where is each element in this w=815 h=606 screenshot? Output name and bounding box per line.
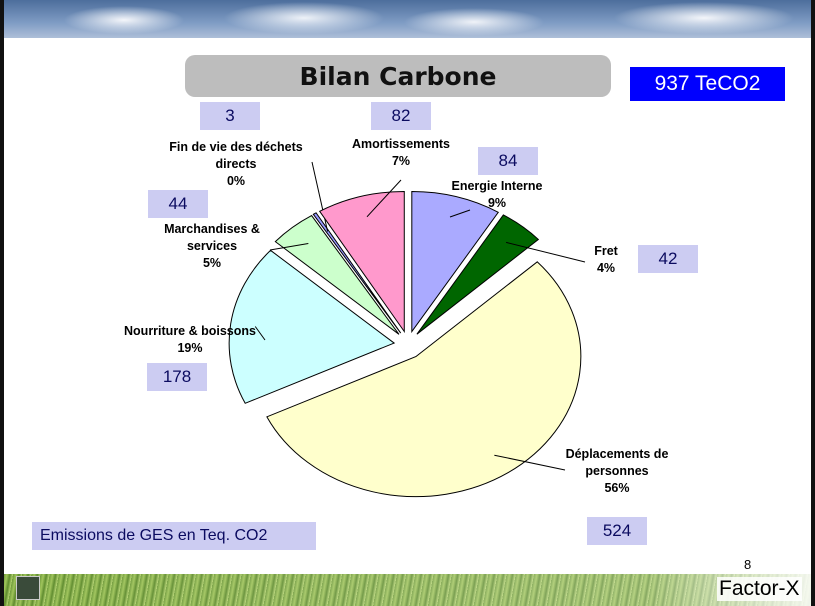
leader-line	[505, 241, 586, 263]
slice-label: Nourriture & boissons 19%	[105, 323, 275, 357]
slice-label: Energie Interne 9%	[432, 178, 562, 212]
pie-slice	[228, 249, 396, 404]
slide-icon	[16, 576, 40, 600]
category-label: Fin de vie des déchets directs	[169, 140, 303, 171]
pie-slice	[318, 191, 405, 334]
grass-banner	[4, 574, 811, 606]
value-label: 82	[371, 102, 431, 130]
leader-line	[366, 179, 402, 218]
category-label: Energie Interne	[451, 179, 543, 193]
value-label: 84	[478, 147, 538, 175]
pie-slice	[266, 261, 582, 498]
category-label: Amortissements	[352, 137, 450, 151]
category-label: Nourriture & boissons	[124, 324, 256, 338]
title: Bilan Carbone	[185, 55, 611, 97]
logo: Factor-X	[717, 577, 802, 601]
value-label: 3	[200, 102, 260, 130]
slice-label: Fret 4%	[576, 243, 636, 277]
percent-label: 4%	[596, 261, 616, 275]
value-label: 44	[148, 190, 208, 218]
total: 937 TeCO2	[630, 67, 785, 101]
footer-note: Emissions de GES en Teq. CO2	[32, 522, 316, 550]
pie-slice	[416, 214, 540, 335]
category-label: Déplacements de personnes	[565, 447, 669, 478]
slice-label: Marchandises & services 5%	[147, 221, 277, 272]
category-label: Fret	[594, 244, 618, 258]
leader-line	[311, 161, 329, 232]
sky-banner	[4, 0, 811, 38]
leader-line	[269, 242, 309, 251]
percent-label: 19%	[177, 341, 203, 355]
percent-label: 5%	[202, 256, 222, 270]
percent-label: 9%	[487, 196, 507, 210]
page-number: 8	[744, 557, 752, 572]
percent-label: 56%	[604, 481, 630, 495]
slice-label: Déplacements de personnes 56%	[547, 446, 687, 497]
grass-fade	[4, 574, 811, 606]
leader-line	[254, 326, 266, 341]
leader-line	[449, 209, 471, 218]
slice-label: Amortissements 7%	[336, 136, 466, 170]
pie-slice	[312, 212, 402, 334]
percent-label: 0%	[226, 174, 246, 188]
pie-slice	[411, 191, 500, 334]
leader-line	[494, 454, 566, 471]
category-label: Marchandises & services	[164, 222, 260, 253]
pie-slice	[274, 214, 400, 335]
value-label: 178	[147, 363, 207, 391]
value-label: 42	[638, 245, 698, 273]
percent-label: 7%	[391, 154, 411, 168]
slice-label: Fin de vie des déchets directs 0%	[151, 139, 321, 190]
value-label: 524	[587, 517, 647, 545]
